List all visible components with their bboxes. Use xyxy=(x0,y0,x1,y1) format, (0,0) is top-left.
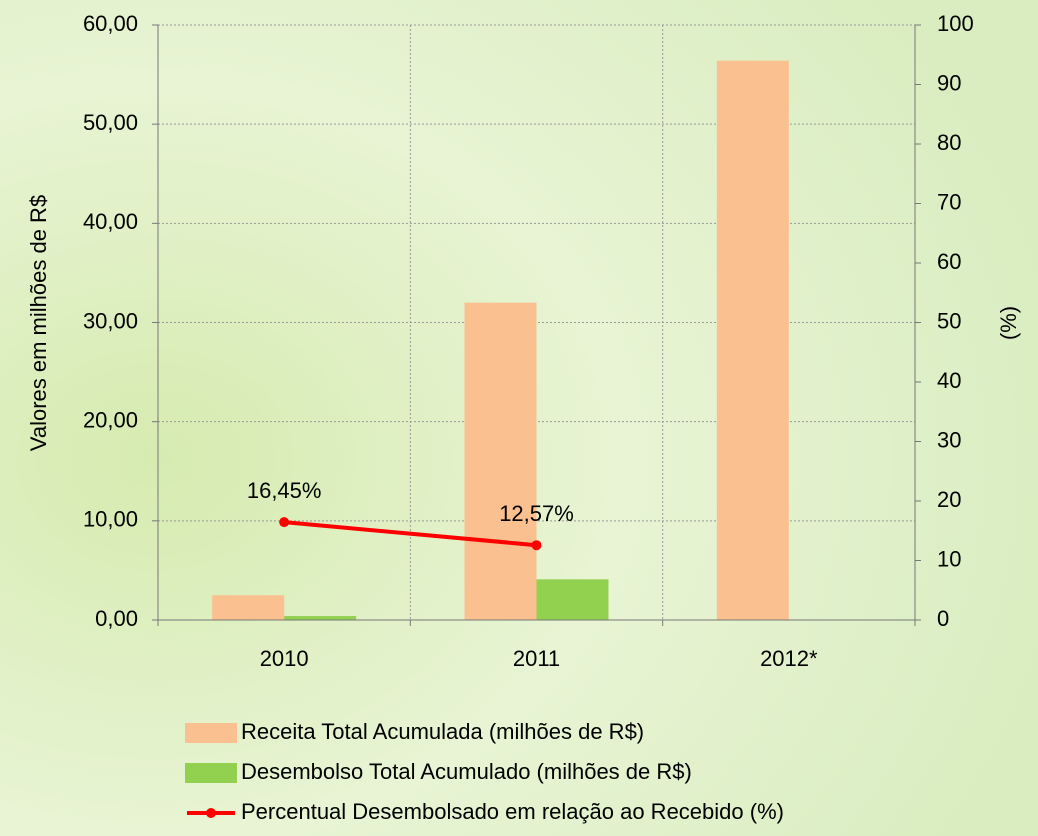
legend-swatch xyxy=(185,723,237,743)
y2-tick-label: 20 xyxy=(937,487,961,512)
bar xyxy=(464,302,537,620)
line-marker xyxy=(279,517,290,528)
y2-tick-label: 0 xyxy=(937,606,949,631)
legend-marker xyxy=(206,808,216,818)
y-tick-label: 40,00 xyxy=(83,209,138,234)
x-tick-label: 2012* xyxy=(760,646,818,671)
y-tick-label: 20,00 xyxy=(83,407,138,432)
y2-axis-title: (%) xyxy=(996,306,1021,340)
y-tick-label: 10,00 xyxy=(83,507,138,532)
y2-tick-label: 100 xyxy=(937,11,974,36)
legend-label: Receita Total Acumulada (milhões de R$) xyxy=(241,719,644,744)
y2-tick-label: 70 xyxy=(937,189,961,214)
data-label: 16,45% xyxy=(247,478,322,503)
y2-tick-label: 50 xyxy=(937,308,961,333)
y2-tick-label: 30 xyxy=(937,427,961,452)
x-tick-label: 2010 xyxy=(260,646,309,671)
bar xyxy=(284,616,357,620)
y-tick-label: 60,00 xyxy=(83,11,138,36)
x-tick-label: 2011 xyxy=(513,646,560,671)
legend-label: Percentual Desembolsado em relação ao Re… xyxy=(241,799,784,824)
line xyxy=(283,520,537,548)
y-tick-label: 30,00 xyxy=(83,308,138,333)
legend-label: Desembolso Total Acumulado (milhões de R… xyxy=(241,759,692,784)
y2-tick-label: 10 xyxy=(937,546,961,571)
y2-tick-label: 40 xyxy=(937,368,961,393)
y2-tick-label: 60 xyxy=(937,249,961,274)
y2-tick-label: 80 xyxy=(937,130,961,155)
line-marker xyxy=(531,540,542,551)
bar xyxy=(536,579,609,620)
y-axis-title: Valores em milhões de R$ xyxy=(26,195,51,451)
y-tick-label: 0,00 xyxy=(95,606,138,631)
y2-tick-label: 90 xyxy=(937,70,961,95)
legend-swatch xyxy=(185,763,237,783)
y-tick-label: 50,00 xyxy=(83,110,138,135)
data-label: 12,57% xyxy=(499,501,574,526)
bar xyxy=(212,595,285,620)
bar xyxy=(716,60,789,620)
